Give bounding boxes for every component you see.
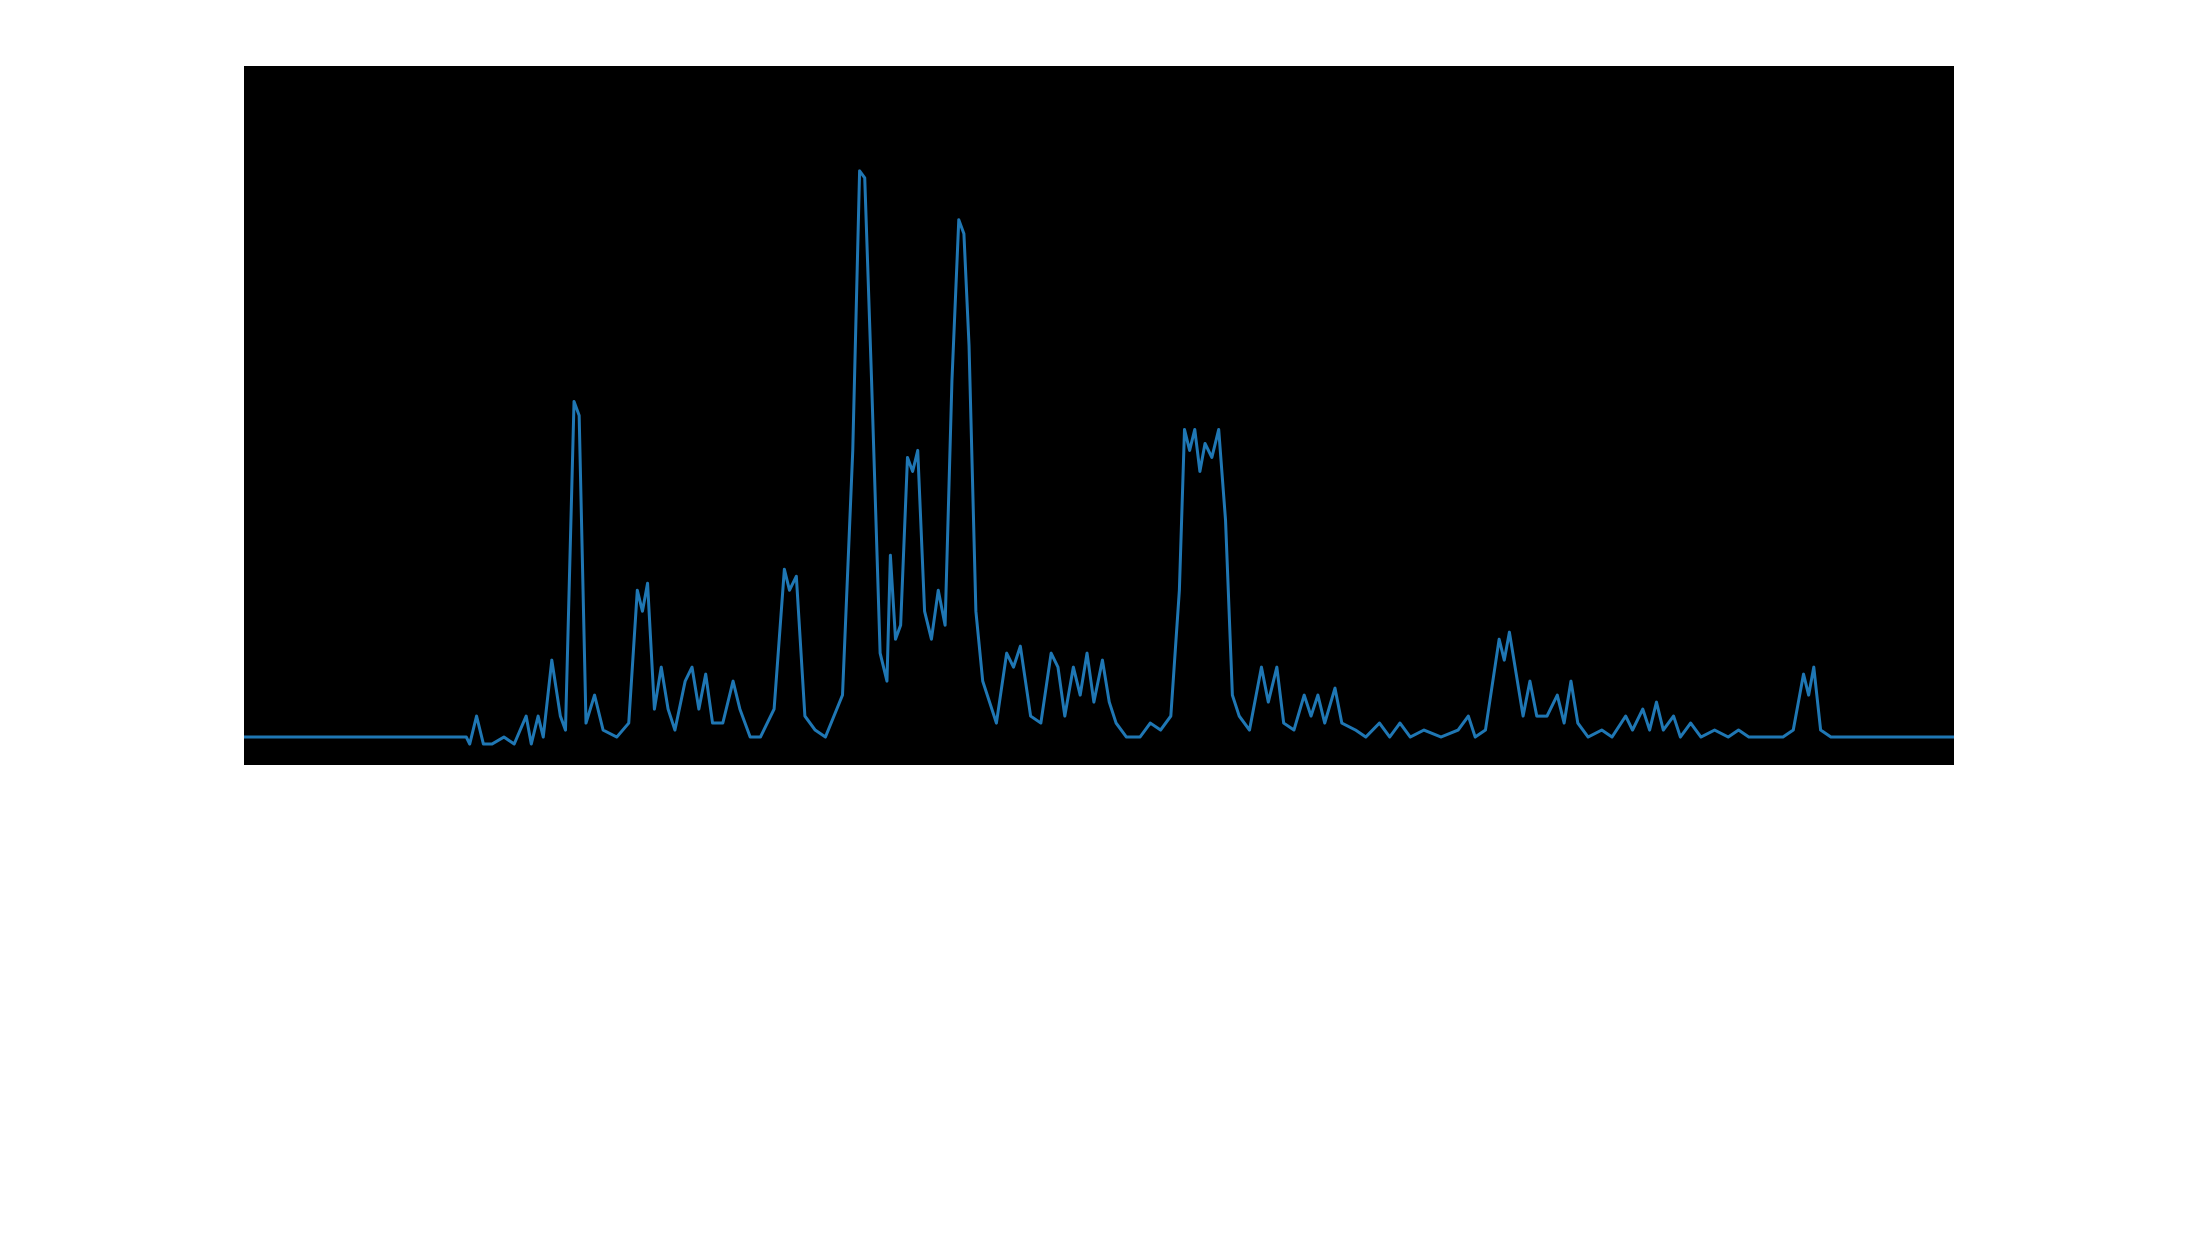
spectrum-line [244,171,1954,744]
page-canvas [0,0,2196,1236]
line-chart-svg [244,66,1954,765]
plot-area [244,66,1954,765]
